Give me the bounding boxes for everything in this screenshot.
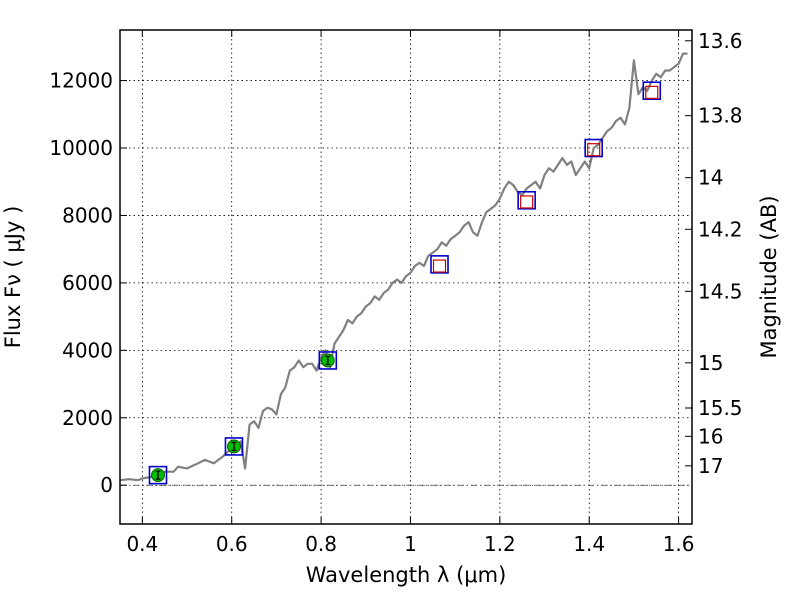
- mag-tick-label: 14.5: [698, 279, 743, 303]
- model-square-marker: [642, 81, 662, 100]
- x-tick-label: 0.8: [305, 532, 337, 556]
- y-tick-label: 2000: [62, 406, 113, 430]
- y-tick-label: 8000: [62, 203, 113, 227]
- mag-tick-label: 15.5: [698, 396, 743, 420]
- mag-tick-label: 14: [698, 166, 723, 190]
- model-square-marker: [430, 255, 449, 274]
- x-tick-label: 0.4: [126, 532, 158, 556]
- mag-tick-label: 17: [698, 454, 723, 478]
- model-square-marker-red: [520, 195, 534, 209]
- mag-tick-label: 16: [698, 424, 723, 448]
- model-square-marker: [584, 138, 603, 158]
- model-square-marker: [224, 437, 244, 456]
- x-tick-label: 0.6: [216, 532, 248, 556]
- plot-series: [119, 52, 688, 485]
- y-tick-label: 6000: [62, 271, 113, 295]
- y-tick-label: 12000: [49, 69, 113, 93]
- y-tick-label: 10000: [49, 136, 113, 160]
- axis-ticks: 0.4 0.6 0.8 1 1.2 1.4 1.6 0 2000 4000 6000 8000 1000…: [49, 29, 742, 556]
- y-tick-label: 0: [100, 473, 113, 497]
- x-tick-label: 1.4: [573, 532, 605, 556]
- x-tick-label: 1.2: [484, 532, 516, 556]
- mag-tick-label: 14.2: [698, 217, 743, 241]
- x-tick-label: 1.6: [663, 532, 695, 556]
- mag-tick-label: 15: [698, 351, 723, 375]
- mag-tick-label: 13.6: [698, 29, 743, 53]
- model-square-marker-red: [432, 259, 447, 273]
- x-axis-label: Wavelength λ (μm): [306, 563, 507, 587]
- y-tick-label: 4000: [62, 338, 113, 362]
- x-tick-label: 1: [404, 532, 417, 556]
- mag-tick-label: 13.8: [698, 104, 743, 128]
- model-square-marker: [517, 190, 536, 210]
- model-square-marker-red: [587, 143, 601, 157]
- y-axis-label: Flux Fν ( μJy ): [1, 206, 25, 349]
- model-square-marker: [148, 465, 168, 485]
- y2-axis-label: Magnitude (AB): [757, 195, 781, 358]
- plot-frame: [119, 29, 693, 525]
- model-square-marker: [318, 351, 338, 370]
- model-square-marker-red: [645, 85, 659, 99]
- spectrum-line: [119, 52, 688, 482]
